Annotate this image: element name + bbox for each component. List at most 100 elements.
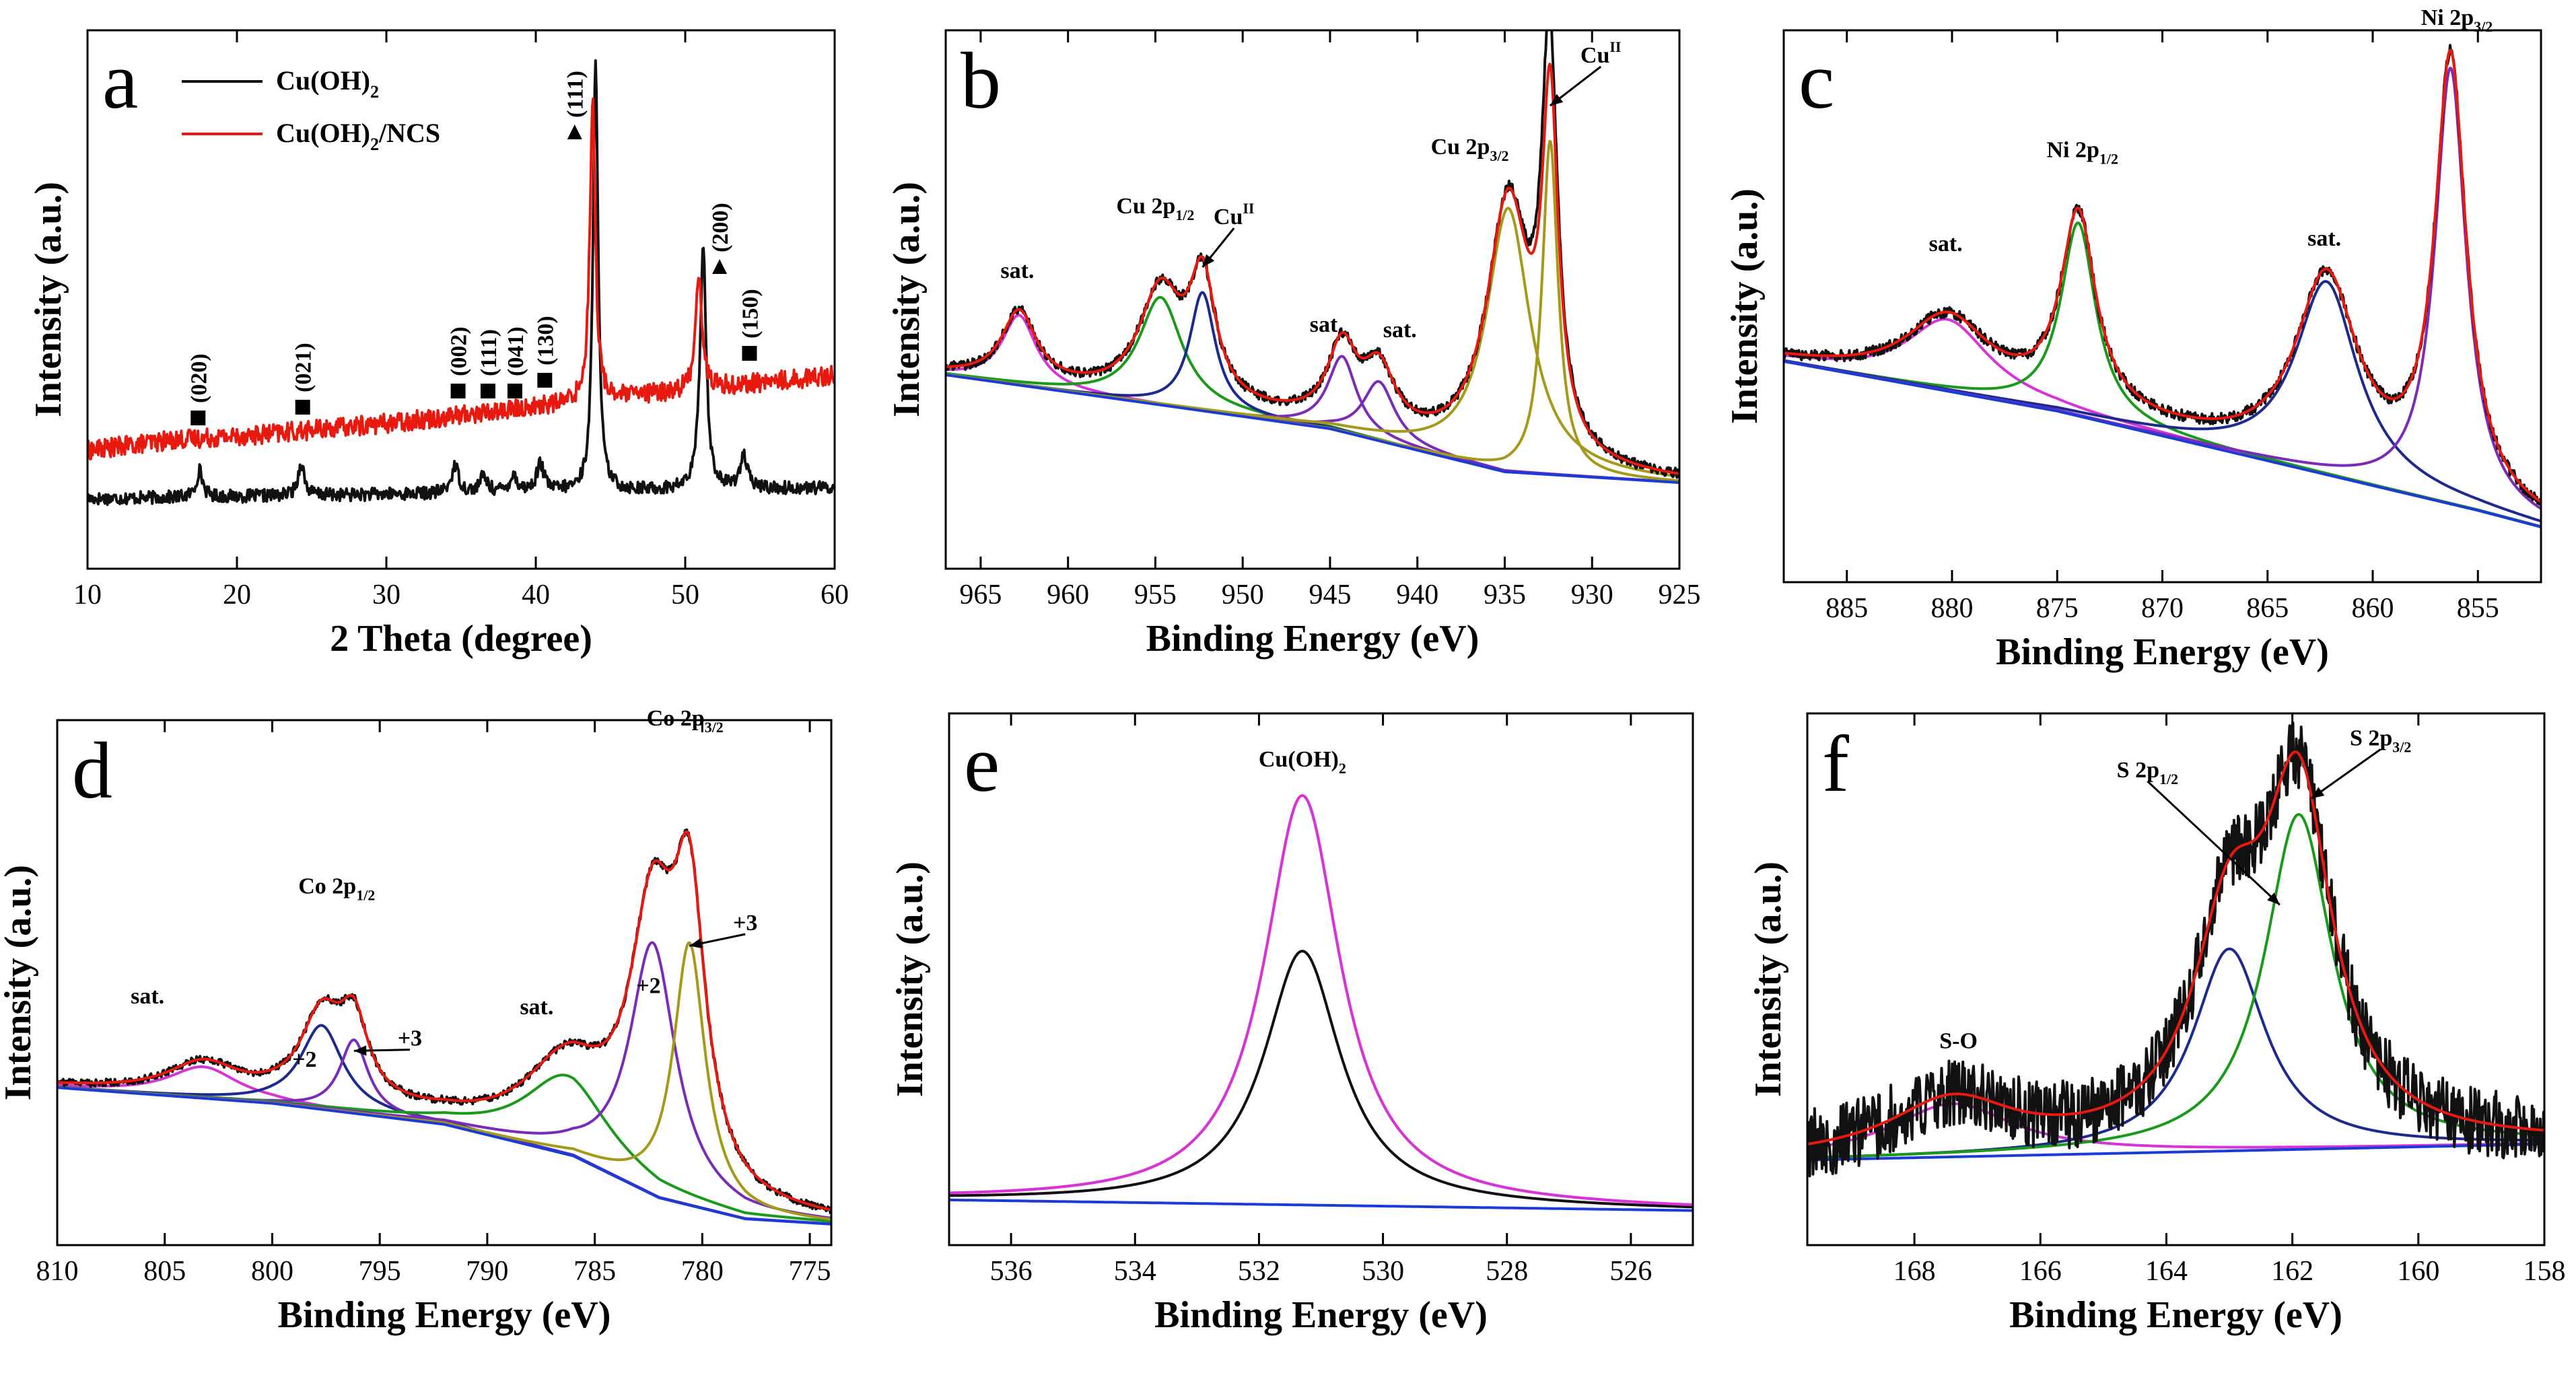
plot-frame <box>944 29 1681 570</box>
peak-annotation: Cu(OH)2 <box>1259 747 1346 777</box>
peak-index-label: (130) <box>533 316 558 365</box>
peak-marker-square <box>295 400 310 415</box>
annotation-main: S 2p <box>2350 726 2392 750</box>
panel-e-o-1s-spectrum: 536 534 532 530 528 526 Binding Energy (eV) Int… <box>889 712 1694 1336</box>
annotation-main: sat. <box>1383 318 1417 343</box>
peak-index-label: (041) <box>503 326 528 376</box>
annotation-main: Co 2p <box>298 874 356 898</box>
annotation-arrow <box>2310 748 2381 800</box>
component-line-1 <box>1807 947 2544 1160</box>
x-tick-label: 780 <box>681 1256 724 1287</box>
annotation-main: sat. <box>520 995 553 1020</box>
annotation-sup: II <box>1609 38 1621 55</box>
peak-index-label: (200) <box>708 203 733 252</box>
x-tick-label: 168 <box>1893 1256 1936 1287</box>
envelope-line <box>946 63 1679 475</box>
x-tick-label: 50 <box>671 579 699 610</box>
annotation-sub: 3/2 <box>2474 18 2493 35</box>
x-tick-label: 795 <box>359 1256 401 1287</box>
x-tick-label: 945 <box>1309 579 1351 610</box>
panel-label: f <box>1822 719 1849 808</box>
peak-annotation: sat. <box>1929 232 1963 256</box>
component-line-2 <box>1807 813 2544 1160</box>
plot-frame <box>1806 712 2546 1246</box>
legend-tail: /NCS <box>378 118 440 148</box>
x-tick-label: 960 <box>1047 579 1089 610</box>
peak-annotation: +3 <box>733 911 757 936</box>
background-line <box>1784 360 2541 528</box>
x-tick-label: 536 <box>990 1256 1033 1287</box>
x-tick-label: 955 <box>1134 579 1177 610</box>
background-line <box>949 1198 1693 1212</box>
x-axis-label: Binding Energy (eV) <box>1154 1294 1488 1336</box>
background-line <box>57 1086 831 1226</box>
peak-annotation: CuII <box>1580 38 1622 68</box>
legend-main: Cu(OH) <box>276 65 370 96</box>
annotation-arrowhead <box>1202 254 1215 267</box>
peak-annotation: S 2p3/2 <box>2350 726 2411 755</box>
annotation-arrowhead <box>689 938 703 949</box>
peak-annotation: sat. <box>1310 312 1344 337</box>
peak-annotation: CuII <box>1214 200 1255 230</box>
peak-index-label: (020) <box>186 353 211 403</box>
x-tick-label: 865 <box>2246 593 2289 624</box>
annotation-main: sat. <box>1000 258 1034 283</box>
panel-label: b <box>961 36 1001 125</box>
annotation-arrow <box>2147 780 2281 906</box>
peak-annotation: Co 2p3/2 <box>647 706 724 736</box>
x-tick-label: 790 <box>466 1256 508 1287</box>
legend-main: Cu(OH) <box>276 118 370 148</box>
peak-index-label: (111) <box>563 71 588 118</box>
panel-b-cu-2p-spectrum: 965 960 955 950 945 940 935 930 925 Binding Energ… <box>886 29 1701 660</box>
x-tick-label: 965 <box>959 579 1002 610</box>
plot-area <box>88 59 835 506</box>
annotation-main: +2 <box>292 1047 316 1072</box>
envelope-line <box>1807 750 2544 1145</box>
peak-marker-square <box>480 384 495 398</box>
annotation-sub: 1/2 <box>2159 771 2178 787</box>
component-line-4 <box>57 941 831 1220</box>
annotation-main: sat. <box>1310 312 1344 337</box>
peak-annotation: sat. <box>520 995 553 1020</box>
component-line-5 <box>57 941 831 1221</box>
plot-area <box>946 30 1679 484</box>
peak-annotation: Ni 2p1/2 <box>2046 138 2118 168</box>
annotation-sub: 3/2 <box>2392 738 2411 755</box>
annotation-main: Ni 2p <box>2421 5 2474 30</box>
x-tick-label: 930 <box>1571 579 1613 610</box>
x-tick-label: 530 <box>1362 1256 1404 1287</box>
x-tick-label: 870 <box>2141 593 2184 624</box>
x-tick-label: 860 <box>2352 593 2394 624</box>
plot-area <box>57 828 831 1226</box>
x-tick-label: 855 <box>2457 593 2499 624</box>
background-line <box>1807 1142 2544 1162</box>
annotation-main: +2 <box>636 974 660 999</box>
panel-label: a <box>102 36 138 125</box>
annotation-main: Cu 2p <box>1116 194 1175 219</box>
annotation-arrowhead <box>2311 787 2325 799</box>
annotation-sub: 3/2 <box>705 719 724 736</box>
x-tick-label: 805 <box>143 1256 186 1287</box>
annotation-main: S-O <box>1939 1029 1978 1054</box>
x-tick-label: 785 <box>573 1256 616 1287</box>
envelope-line <box>57 830 831 1211</box>
x-tick-label: 810 <box>36 1256 79 1287</box>
x-tick-label: 166 <box>2019 1256 2062 1287</box>
annotation-main: sat. <box>2307 226 2341 251</box>
peak-annotation: S 2p1/2 <box>2117 758 2178 787</box>
panel-label: d <box>72 726 112 815</box>
x-tick-label: 875 <box>2036 593 2079 624</box>
raw-data-line <box>57 828 831 1215</box>
y-axis-label: Intensity (a.u.) <box>889 861 931 1097</box>
y-axis-label: Intensity (a.u.) <box>1724 188 1766 424</box>
annotation-main: Co 2p <box>647 706 705 731</box>
x-axis-label: Binding Energy (eV) <box>1996 631 2329 673</box>
x-axis-label: Binding Energy (eV) <box>278 1294 611 1336</box>
y-axis-label: Intensity (a.u.) <box>0 865 39 1100</box>
peak-index-label: (021) <box>291 343 316 392</box>
component-line-0 <box>1784 318 2541 528</box>
peak-annotation: +2 <box>292 1047 316 1072</box>
annotation-sub: 1/2 <box>2099 151 2118 168</box>
annotation-main: sat. <box>131 984 164 1009</box>
